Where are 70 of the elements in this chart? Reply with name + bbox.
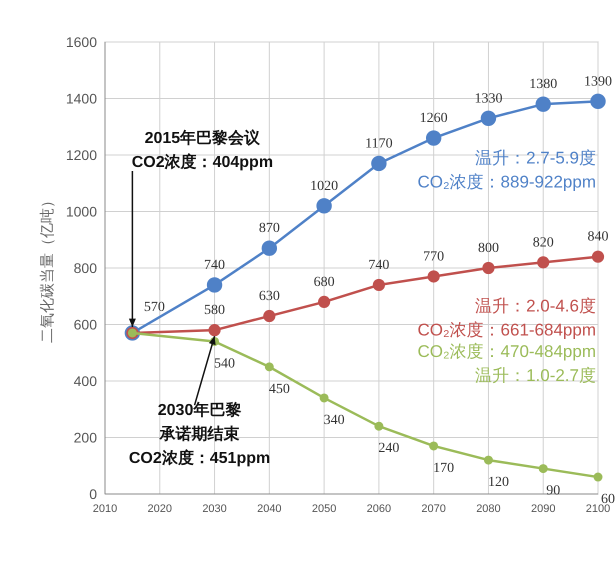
point — [429, 441, 438, 450]
annotation: 2015年巴黎会议 CO2浓度：404ppm — [132, 128, 274, 171]
data-label: 1020 — [310, 178, 338, 194]
point — [318, 296, 330, 308]
point — [482, 262, 495, 274]
y-tick-label: 800 — [74, 260, 98, 276]
point — [263, 310, 276, 322]
data-label: 170 — [433, 460, 454, 476]
x-tick-label: 2080 — [476, 503, 501, 515]
point — [320, 393, 329, 402]
data-label: 770 — [423, 249, 444, 264]
data-label: 800 — [478, 241, 499, 256]
x-tick-label: 2040 — [257, 503, 282, 515]
point — [206, 277, 222, 293]
annotation: CO₂浓度：470-484ppm 温升：1.0-2.7度 — [417, 342, 596, 386]
data-label: 1170 — [365, 136, 393, 152]
data-label: 1330 — [474, 91, 502, 106]
point — [426, 130, 442, 146]
point — [208, 324, 221, 336]
point — [590, 94, 606, 110]
data-label: 340 — [324, 412, 345, 428]
point — [594, 472, 602, 482]
y-tick-label: 600 — [74, 316, 98, 332]
data-label: 820 — [532, 235, 554, 250]
y-tick-label: 1000 — [66, 204, 98, 220]
y-tick-label: 1600 — [66, 34, 98, 50]
data-label: 630 — [258, 289, 280, 304]
x-tick-label: 2020 — [148, 503, 172, 515]
annotation: 2030年巴黎承诺期结束 CO2浓度：451ppm — [128, 401, 270, 468]
x-tick-label: 2050 — [312, 503, 336, 515]
point — [316, 198, 332, 214]
data-label: 240 — [378, 441, 400, 456]
data-label: 1390 — [584, 74, 612, 90]
data-label: 740 — [204, 258, 226, 273]
x-tick-label: 2070 — [421, 503, 446, 515]
data-label: 540 — [214, 356, 236, 372]
data-label: 1380 — [529, 77, 558, 92]
point — [428, 270, 440, 283]
y-tick-label: 1400 — [66, 90, 98, 106]
annotation: 温升：2.7-5.9度 CO₂浓度：889-922ppm — [417, 148, 596, 192]
point — [374, 422, 384, 431]
data-label: 450 — [268, 382, 290, 397]
point — [538, 464, 548, 474]
point — [480, 110, 496, 126]
data-label: 680 — [314, 274, 335, 290]
data-label: 120 — [488, 475, 509, 490]
point — [537, 256, 550, 268]
point — [592, 250, 604, 263]
data-label: 740 — [368, 258, 390, 273]
point — [536, 96, 551, 112]
point — [262, 240, 278, 256]
y-tick-label: 400 — [74, 373, 98, 389]
x-tick-label: 2030 — [202, 503, 227, 515]
point — [264, 362, 274, 372]
data-label: 580 — [204, 303, 226, 318]
y-tick-label: 0 — [89, 486, 98, 502]
point — [371, 156, 387, 172]
data-label: 570 — [144, 300, 165, 315]
data-label: 1260 — [420, 111, 448, 126]
x-tick-label: 2010 — [92, 503, 118, 515]
data-label: 840 — [588, 230, 608, 245]
y-tick-label: 1200 — [66, 147, 98, 163]
annotation: 温升：2.0-4.6度 CO₂浓度：661-684ppm — [417, 296, 596, 340]
data-label: 870 — [258, 221, 280, 236]
x-tick-label: 2090 — [530, 503, 556, 515]
x-tick-label: 2060 — [366, 503, 392, 515]
point — [484, 456, 493, 465]
y-axis-title: 二氧化碳当量（亿吨） — [39, 193, 56, 343]
point — [372, 278, 385, 292]
y-tick-label: 200 — [74, 430, 98, 446]
